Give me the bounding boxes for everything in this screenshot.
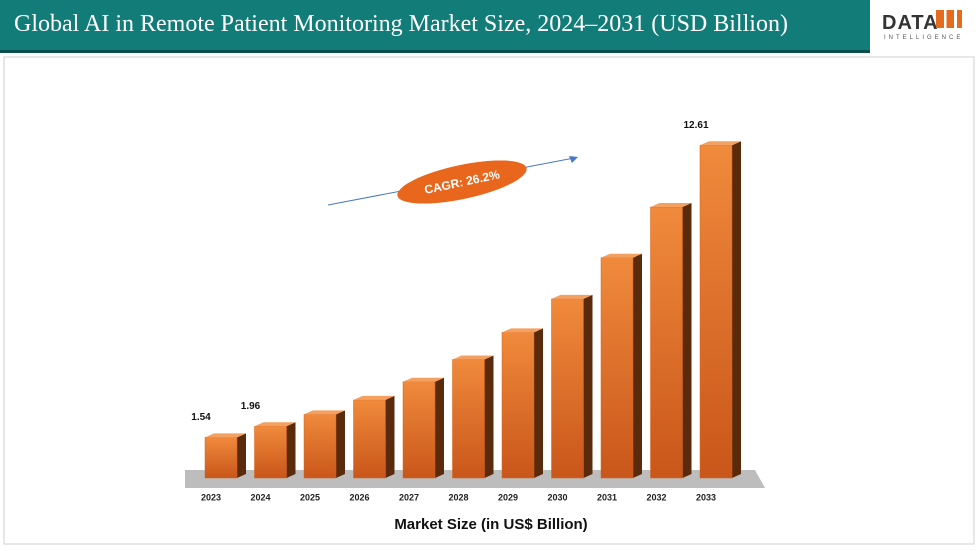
bar-side — [237, 433, 246, 478]
bar-side — [633, 253, 642, 478]
chart-border — [3, 56, 975, 545]
page-title: Global AI in Remote Patient Monitoring M… — [14, 11, 788, 37]
x-tick-label: 2028 — [448, 492, 468, 502]
x-axis-title: Market Size (in US$ Billion) — [394, 516, 587, 533]
x-tick-label: 2025 — [300, 492, 320, 502]
bar — [501, 332, 535, 479]
header-bar: Global AI in Remote Patient Monitoring M… — [0, 0, 870, 53]
x-tick-label: 2026 — [349, 492, 369, 502]
bar-top — [403, 377, 444, 382]
bar-top — [650, 203, 692, 208]
logo-text: DATA — [882, 12, 939, 34]
bar-top — [551, 294, 593, 299]
x-tick-label: 2030 — [547, 492, 567, 502]
bar-side — [435, 377, 444, 478]
bar-side — [534, 328, 543, 478]
logo-subtext: INTELLIGENCE — [884, 35, 964, 41]
bar-top — [452, 355, 494, 360]
x-tick-label: 2032 — [646, 492, 666, 502]
data-label: 1.54 — [191, 412, 211, 423]
logo-icon — [936, 10, 962, 28]
bar — [204, 437, 238, 479]
bar — [402, 381, 436, 479]
bar — [650, 206, 683, 479]
bar-side — [286, 422, 296, 478]
data-label: 12.61 — [683, 120, 708, 131]
bar — [303, 414, 337, 479]
bar — [353, 399, 386, 479]
bar-top — [254, 422, 296, 427]
arrow-head — [569, 156, 578, 163]
logo: DATA INTELLIGENCE — [872, 0, 979, 52]
bar-top — [502, 328, 543, 333]
bar-top — [205, 433, 246, 438]
x-tick-label: 2031 — [597, 492, 617, 502]
bar-top — [304, 410, 345, 415]
bar-side — [682, 203, 692, 478]
bar-side — [484, 355, 494, 478]
bar — [699, 145, 733, 479]
bar-side — [336, 410, 345, 478]
bar — [452, 359, 485, 479]
x-tick-label: 2033 — [696, 492, 716, 502]
bar-top — [700, 141, 741, 146]
x-tick-label: 2027 — [399, 492, 419, 502]
x-tick-label: 2029 — [498, 492, 518, 502]
bar-side — [732, 141, 741, 479]
bar-top — [353, 395, 395, 400]
bar — [254, 426, 287, 479]
cagr-bubble — [397, 160, 527, 204]
bar — [551, 298, 584, 479]
data-label: 1.96 — [241, 401, 261, 412]
bar-side — [583, 294, 593, 478]
bar — [600, 257, 634, 479]
bar-top — [601, 253, 642, 258]
bar-side — [385, 395, 395, 478]
x-tick-label: 2024 — [250, 492, 270, 502]
x-tick-label: 2023 — [201, 492, 221, 502]
